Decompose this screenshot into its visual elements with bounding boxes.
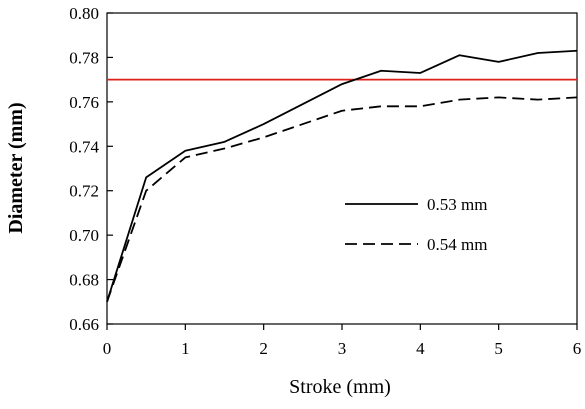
x-tick-label: 5 <box>494 339 503 358</box>
legend-label-2: 0.54 mm <box>427 235 487 254</box>
y-tick-label: 0.72 <box>69 182 99 201</box>
y-tick-label: 0.68 <box>69 271 99 290</box>
y-tick-label: 0.74 <box>69 137 99 156</box>
x-tick-label: 6 <box>573 339 582 358</box>
x-tick-label: 4 <box>416 339 425 358</box>
x-tick-label: 2 <box>259 339 268 358</box>
y-tick-label: 0.76 <box>69 93 99 112</box>
legend: 0.53 mm 0.54 mm <box>345 195 487 254</box>
y-tick-label: 0.78 <box>69 48 99 67</box>
legend-label-1: 0.53 mm <box>427 195 487 214</box>
x-tick-label: 1 <box>181 339 190 358</box>
series-line-1 <box>106 49 578 303</box>
series-line-2 <box>106 96 578 303</box>
x-tick-label: 3 <box>338 339 347 358</box>
y-axis-title: Diameter (mm) <box>5 102 27 233</box>
y-tick-label: 0.80 <box>69 4 99 23</box>
axes: 0.66 0.68 0.70 0.72 0.74 0.76 0.78 0.80 0 1 2 3 4 5 6 <box>69 4 581 358</box>
x-tick-label: 0 <box>103 339 112 358</box>
series-group <box>106 49 578 303</box>
y-tick-label: 0.70 <box>69 226 99 245</box>
y-tick-label: 0.66 <box>69 315 99 334</box>
x-axis-title: Stroke (mm) <box>289 376 391 398</box>
